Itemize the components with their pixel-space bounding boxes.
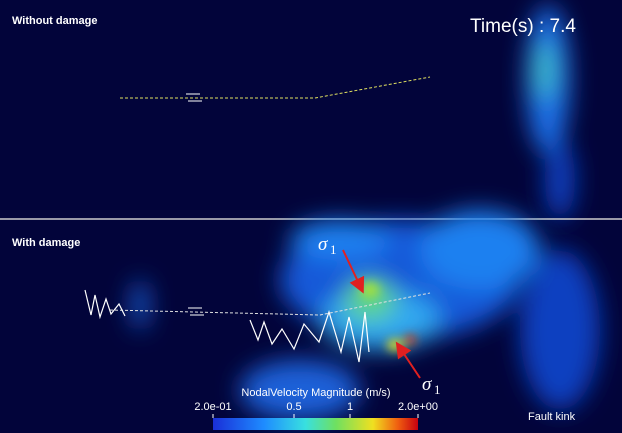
panel-label: Without damage: [12, 15, 97, 27]
annotation-symbol: σ: [318, 234, 328, 255]
annotation-subscript: 1: [434, 382, 441, 397]
colorbar-tick-label: 2.0e+00: [398, 401, 438, 413]
time-label: Time(s) : 7.4: [470, 16, 576, 37]
panel-label: With damage: [12, 237, 80, 249]
colorbar-tick-label: 0.5: [286, 401, 301, 413]
annotation-subscript: 1: [330, 242, 337, 257]
colorbar: [213, 418, 418, 430]
annotation-symbol: σ: [422, 374, 432, 395]
scene: Without damage Time(s) : 7.4 With damage…: [0, 0, 622, 433]
colorbar-title: NodalVelocity Magnitude (m/s): [241, 387, 390, 399]
footer-label: Fault kink: [528, 411, 576, 423]
colorbar-tick-label: 1: [347, 401, 353, 413]
colorbar-tick-label: 2.0e-01: [194, 401, 231, 413]
